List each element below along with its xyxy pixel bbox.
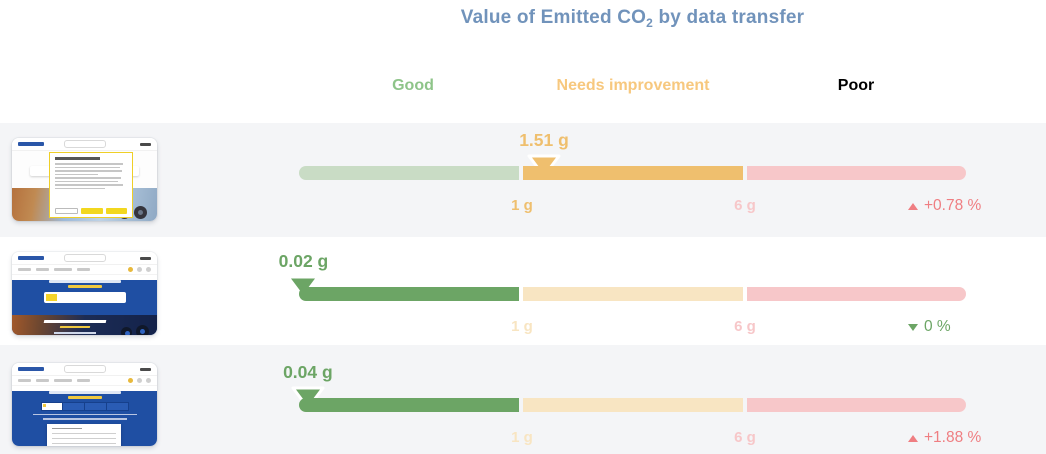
mini-page-body: [12, 151, 157, 221]
trend-arrow-icon: [908, 434, 918, 442]
bar-segment-needs-improvement: [523, 398, 743, 412]
mini-decline-button: [55, 208, 79, 214]
mini-page-body: [12, 391, 157, 446]
bar-segment-poor: [747, 398, 966, 412]
threshold-label-1g: 1 g: [511, 197, 533, 214]
page-thumbnail-cookie-consent[interactable]: [12, 138, 157, 221]
mini-tire-image: [121, 327, 132, 335]
bar-segment-good: [299, 287, 519, 301]
bar-segment-poor: [747, 166, 966, 180]
threshold-label-1g: 1 g: [511, 318, 533, 335]
mini-note-line: [32, 413, 137, 415]
mini-heading: [48, 391, 121, 394]
chart-title-text: Value of Emitted CO: [460, 7, 647, 28]
mini-cookie-buttons: [55, 208, 127, 214]
mini-cookie-modal: [49, 152, 133, 218]
page-thumbnail-search-dropdown[interactable]: [12, 363, 157, 446]
page-thumbnail-homepage-hero[interactable]: [12, 252, 157, 335]
page-row: 0.04 g 1 g 6 g +1.88 %: [0, 345, 1046, 454]
mini-browser-header: [12, 138, 157, 151]
trend-arrow-icon: [908, 202, 918, 210]
chart-title-subscript: 2: [646, 16, 654, 30]
mini-yellow-tag: [45, 293, 57, 301]
trend-arrow-icon: [908, 323, 918, 331]
mini-menu-icon: [140, 142, 151, 146]
bar-segment-good: [299, 398, 519, 412]
mini-nav-bar: [12, 376, 157, 386]
chart-title: Value of Emitted CO2 by data transfer: [299, 7, 966, 30]
co2-value-label: 0.02 g: [278, 251, 329, 271]
mini-subheading: [67, 396, 102, 399]
mini-subheading: [67, 285, 102, 288]
mini-logo: [18, 367, 44, 371]
change-percent: +0.78 %: [908, 197, 981, 215]
page-row: 0.02 g 1 g 6 g 0 %: [0, 237, 1046, 345]
rows-container: 1.51 g 1 g 6 g +0.78 %: [0, 123, 1046, 454]
mini-page-body: [12, 280, 157, 335]
mini-browser-header: [12, 363, 157, 376]
mini-nav-bar: [12, 265, 157, 275]
mini-banner-subline: [59, 326, 91, 328]
mini-tire-image: [136, 325, 149, 335]
mini-hero-photo: [12, 315, 157, 335]
mini-dropdown-panel: [47, 424, 121, 446]
mini-banner-headline: [43, 320, 107, 323]
change-percent-label: +0.78 %: [924, 197, 982, 214]
mini-browser-header: [12, 252, 157, 265]
mini-tire-image: [134, 206, 147, 219]
mini-accept-button: [81, 208, 103, 214]
chart-header: Value of Emitted CO2 by data transfer Go…: [0, 0, 1046, 123]
mini-logo: [18, 256, 44, 260]
mini-tab-bar: [40, 401, 129, 411]
mini-search-field: [43, 291, 126, 303]
mini-search-bar: [64, 140, 106, 148]
mini-menu-icon: [140, 256, 151, 260]
page-row: 1.51 g 1 g 6 g +0.78 %: [0, 123, 1046, 237]
threshold-label-1g: 1 g: [511, 429, 533, 446]
mini-heading: [48, 280, 121, 283]
threshold-label-6g: 6 g: [734, 197, 756, 214]
change-percent: +1.88 %: [908, 429, 981, 447]
mini-note-line: [42, 418, 127, 420]
zone-header-poor: Poor: [837, 77, 875, 94]
mini-tab-active: [41, 402, 63, 410]
mini-settings-button: [105, 208, 127, 214]
co2-value-label: 1.51 g: [519, 130, 569, 150]
mini-search-bar: [64, 254, 106, 262]
threshold-label-6g: 6 g: [734, 318, 756, 335]
mini-menu-icon: [140, 367, 151, 371]
bar-segment-good: [299, 166, 519, 180]
bar-segment-needs-improvement: [523, 287, 743, 301]
zone-header-needs-improvement: Needs improvement: [556, 77, 710, 94]
change-percent: 0 %: [908, 318, 951, 336]
mini-banner-caption: [54, 332, 96, 334]
change-percent-label: +1.88 %: [924, 429, 982, 446]
chart-title-text-tail: by data transfer: [653, 7, 805, 28]
zone-header-good: Good: [392, 77, 434, 94]
threshold-label-6g: 6 g: [734, 429, 756, 446]
mini-search-bar: [64, 365, 106, 373]
bar-segment-poor: [747, 287, 966, 301]
bar-segment-needs-improvement: [523, 166, 743, 180]
co2-value-label: 0.04 g: [283, 362, 333, 382]
mini-modal-title: [55, 157, 100, 160]
mini-logo: [18, 142, 44, 146]
change-percent-label: 0 %: [924, 318, 951, 335]
